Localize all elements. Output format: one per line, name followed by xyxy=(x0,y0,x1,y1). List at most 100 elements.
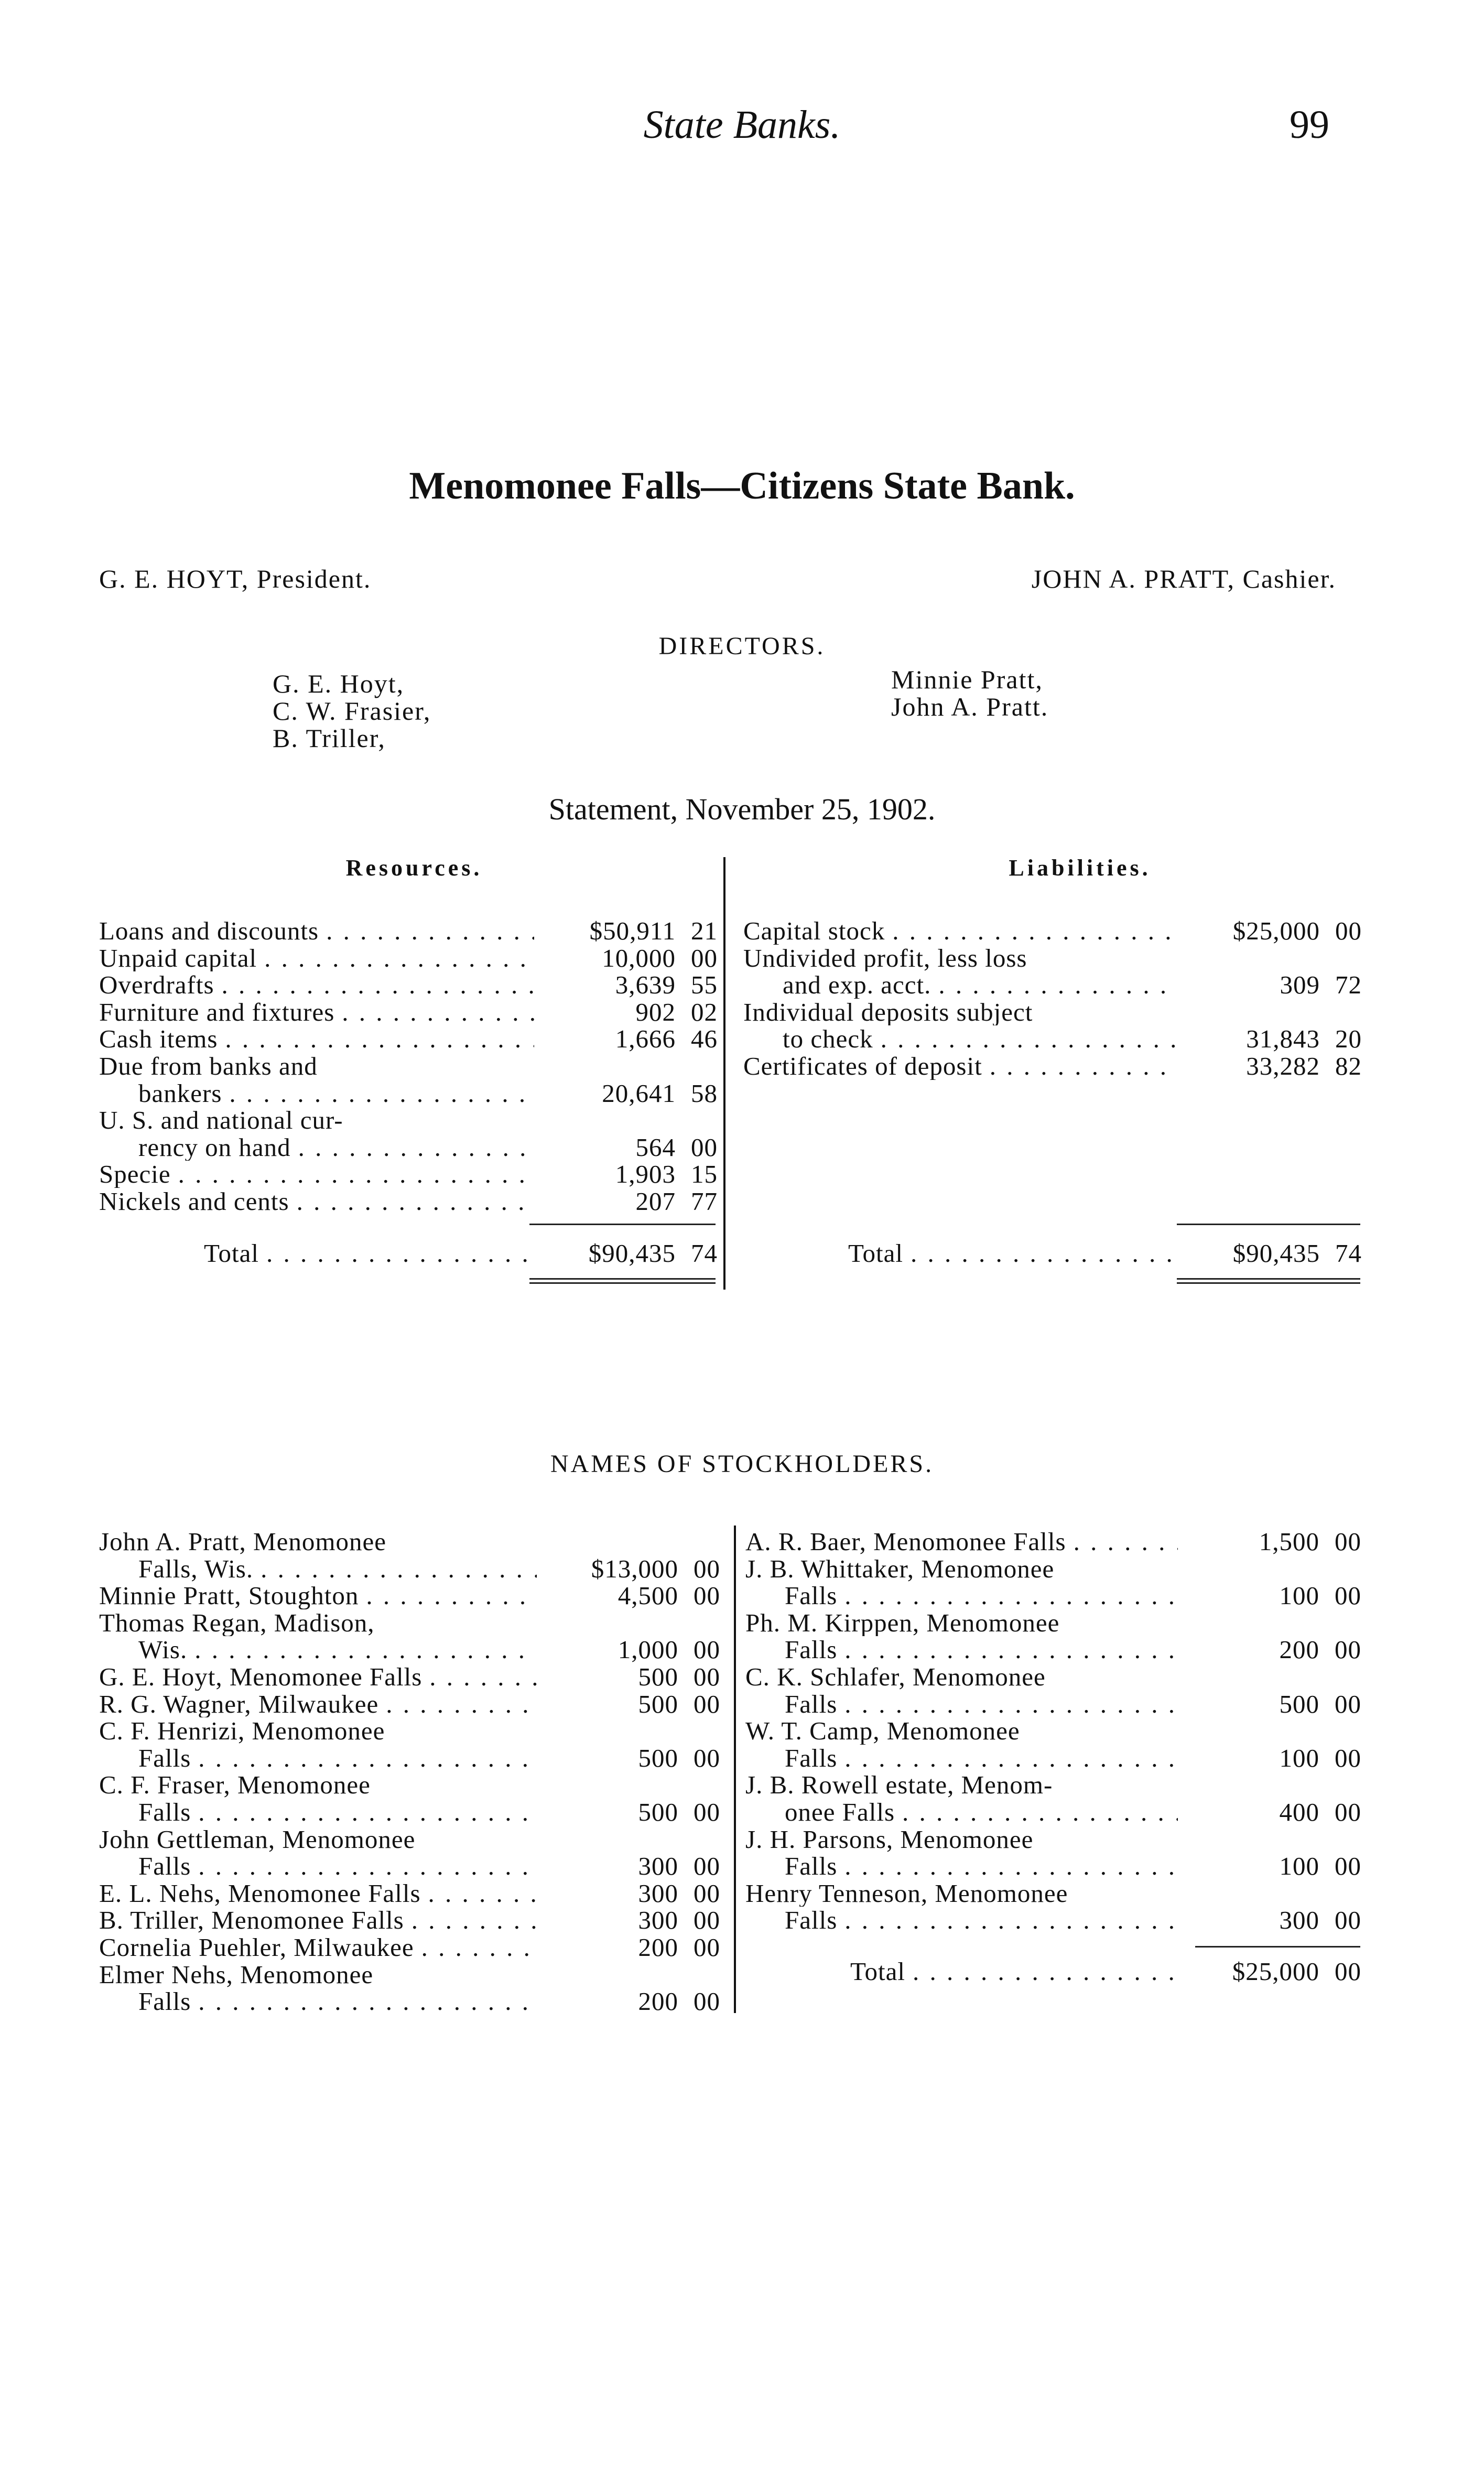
entry-dollars: 100 xyxy=(1279,1743,1319,1772)
entry-dollars xyxy=(534,1107,676,1134)
liability-row: and exp. acct. 309 72 xyxy=(743,971,1362,999)
total-label: Total xyxy=(848,1240,903,1267)
sum-rule xyxy=(1195,1946,1360,1948)
stockholder-row: J. B. Whittaker, Menomonee xyxy=(745,1555,1361,1583)
director: C. W. Frasier, xyxy=(273,696,431,726)
entry-cents: 15 xyxy=(691,1160,718,1189)
entry-label: Falls xyxy=(138,1988,191,2015)
resource-row: Specie 1,903 15 xyxy=(99,1161,718,1188)
stockholder-row: onee Falls 400 00 xyxy=(745,1799,1361,1826)
entry-dollars: 400 xyxy=(1279,1797,1319,1826)
entry-cents: 00 xyxy=(694,1987,720,2016)
stockholder-row: Falls 500 00 xyxy=(745,1690,1361,1718)
entry-cents: 00 xyxy=(694,1852,720,1881)
resource-row: U. S. and national cur- xyxy=(99,1107,718,1134)
total-cents: 74 xyxy=(1335,1239,1362,1268)
entry-dollars: 1,500 xyxy=(1259,1527,1319,1556)
entry-dollars: 20,641 xyxy=(602,1078,676,1108)
director: B. Triller, xyxy=(273,723,386,753)
entry-cents xyxy=(678,1961,720,1988)
directors-left: G. E. Hoyt, C. W. Frasier, B. Triller, xyxy=(273,670,431,752)
total-cents: 74 xyxy=(691,1239,718,1268)
liabilities-heading: Liabilities. xyxy=(1009,855,1151,881)
stockholder-row: Falls 500 00 xyxy=(99,1799,720,1826)
entry-cents xyxy=(678,1717,720,1745)
entry-dollars: 500 xyxy=(638,1689,678,1718)
entry-label: Henry Tenneson, Menomonee xyxy=(745,1879,1068,1907)
stockholder-row: Wis. 1,000 00 xyxy=(99,1636,720,1663)
entry-label: Falls xyxy=(785,1636,838,1663)
entry-dollars: 500 xyxy=(638,1797,678,1826)
entry-label: Loans and discounts xyxy=(99,917,319,945)
liability-row: Individual deposits subject xyxy=(743,999,1362,1026)
entry-dollars: 100 xyxy=(1279,1852,1319,1881)
entry-label: Ph. M. Kirppen, Menomonee xyxy=(745,1609,1060,1637)
stockholder-row: R. G. Wagner, Milwaukee 500 00 xyxy=(99,1689,720,1718)
entry-dollars xyxy=(537,1826,678,1853)
entry-cents: 00 xyxy=(691,943,718,972)
entry-cents: 00 xyxy=(1335,1852,1361,1881)
entry-label: rency on hand xyxy=(138,1133,291,1161)
entry-dollars xyxy=(1178,1663,1319,1691)
entry-cents xyxy=(1319,1717,1361,1745)
entry-dollars: 1,000 xyxy=(618,1635,678,1664)
entry-label: Falls xyxy=(138,1744,191,1772)
entry-label: Furniture and fixtures xyxy=(99,998,335,1026)
entry-cents xyxy=(1319,1609,1361,1637)
entry-cents: 00 xyxy=(694,1906,720,1935)
entry-label: Individual deposits subject xyxy=(743,998,1033,1026)
stockholder-row: C. F. Fraser, Menomonee xyxy=(99,1771,720,1799)
entry-dollars: 309 xyxy=(1280,970,1320,1000)
liabilities-total: Total $90,435 74 xyxy=(743,1240,1362,1267)
entry-cents: 00 xyxy=(1335,1743,1361,1772)
entry-cents: 21 xyxy=(691,916,718,945)
stockholder-row: Henry Tenneson, Menomonee xyxy=(745,1880,1361,1907)
entry-dollars xyxy=(1178,1609,1319,1637)
entry-label: onee Falls xyxy=(785,1798,895,1826)
stockholder-row: Falls 300 00 xyxy=(745,1907,1361,1934)
entry-cents: 00 xyxy=(1335,1581,1361,1610)
entry-dollars: 300 xyxy=(638,1878,678,1908)
entry-dollars: $13,000 xyxy=(591,1554,678,1583)
entry-label: G. E. Hoyt, Menomonee Falls xyxy=(99,1663,423,1691)
stockholder-row: John Gettleman, Menomonee xyxy=(99,1826,720,1853)
director: John A. Pratt. xyxy=(891,692,1049,721)
entry-cents: 00 xyxy=(694,1878,720,1908)
entry-cents xyxy=(1319,1555,1361,1583)
entry-dollars: 500 xyxy=(638,1743,678,1772)
entry-cents xyxy=(1319,1880,1361,1907)
stockholder-row: J. H. Parsons, Menomonee xyxy=(745,1826,1361,1853)
entry-label: Falls xyxy=(785,1853,838,1880)
column-divider xyxy=(734,1526,736,2013)
resource-row: Loans and discounts $50,911 21 xyxy=(99,917,718,945)
entry-label: J. B. Whittaker, Menomonee xyxy=(745,1555,1055,1583)
entry-cents: 00 xyxy=(1335,1906,1361,1935)
entry-label: W. T. Camp, Menomonee xyxy=(745,1717,1020,1745)
resource-row: bankers 20,641 58 xyxy=(99,1078,718,1108)
entry-label: Falls xyxy=(138,1853,191,1880)
double-rule xyxy=(529,1278,716,1280)
entry-dollars: 902 xyxy=(635,997,676,1026)
column-divider xyxy=(723,857,725,1290)
entry-dollars xyxy=(537,1771,678,1799)
entry-dollars xyxy=(537,1717,678,1745)
stockholders-total: Total $25,000 00 xyxy=(745,1958,1361,1985)
stockholder-row: J. B. Rowell estate, Menom- xyxy=(745,1771,1361,1799)
entry-label: U. S. and national cur- xyxy=(99,1107,343,1134)
entry-label: Cash items xyxy=(99,1025,218,1053)
entry-dollars xyxy=(1178,1717,1319,1745)
entry-label: Undivided profit, less loss xyxy=(743,944,1027,972)
running-title: State Banks. xyxy=(643,103,841,147)
liability-row: Certificates of deposit 33,282 82 xyxy=(743,1053,1362,1080)
stockholder-row: B. Triller, Menomonee Falls 300 00 xyxy=(99,1907,720,1934)
directors-right: Minnie Pratt, John A. Pratt. xyxy=(891,666,1048,720)
entry-label: R. G. Wagner, Milwaukee xyxy=(99,1690,379,1718)
entry-label: Falls xyxy=(785,1690,838,1718)
entry-cents: 55 xyxy=(691,970,718,1000)
entry-dollars: 33,282 xyxy=(1246,1051,1320,1080)
entry-cents: 00 xyxy=(694,1581,720,1610)
entry-dollars xyxy=(1178,999,1320,1026)
entry-label: A. R. Baer, Menomonee Falls xyxy=(745,1528,1066,1555)
entry-label: C. F. Henrizi, Menomonee xyxy=(99,1717,385,1745)
